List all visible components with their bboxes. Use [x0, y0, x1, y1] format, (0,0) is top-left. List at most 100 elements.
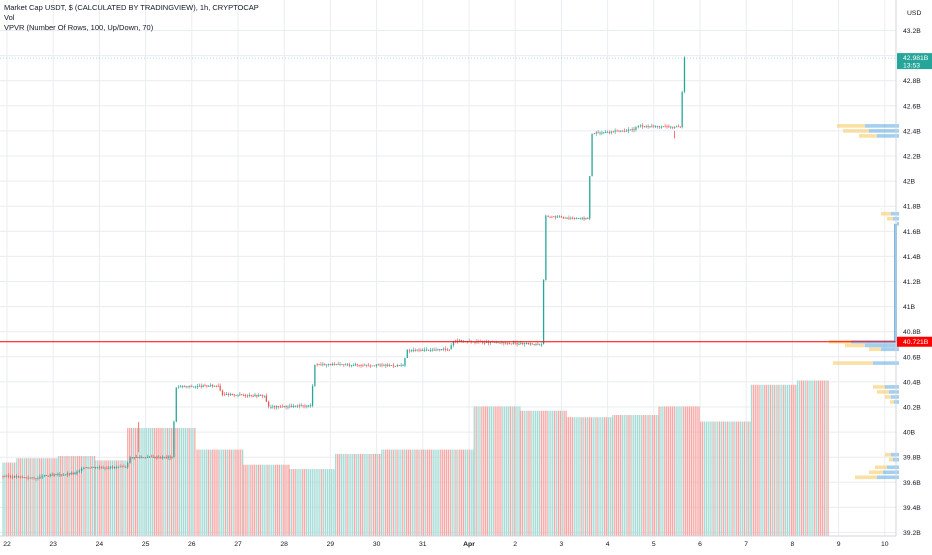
candle	[354, 364, 357, 366]
volume-bar	[825, 380, 827, 536]
candle	[416, 349, 418, 351]
volume-bar	[447, 449, 450, 536]
price-tick-label: 43.2B	[903, 28, 921, 35]
candle	[70, 473, 72, 475]
volume-bar	[288, 469, 291, 536]
volume-bar	[455, 449, 457, 536]
vpvr-row-down	[885, 452, 891, 457]
candle	[158, 457, 160, 459]
volume-bar	[265, 464, 267, 536]
vpvr-row-up	[891, 452, 899, 457]
volume-bar	[675, 406, 677, 536]
candle	[484, 342, 486, 344]
time-tick-label: Apr	[463, 541, 475, 548]
volume-bar	[440, 449, 442, 536]
candle	[76, 471, 78, 474]
volume-bar	[226, 449, 229, 536]
volume-bar	[673, 406, 675, 536]
volume-bar	[621, 415, 624, 536]
volume-bar	[741, 421, 744, 536]
volume-bar	[692, 406, 694, 536]
volume-bar	[767, 384, 770, 536]
candle	[61, 474, 63, 476]
vpvr-row-down	[881, 211, 891, 216]
volume-bar	[157, 428, 159, 536]
volume-bar	[165, 428, 167, 536]
price-tick-label: 41.2B	[903, 279, 921, 286]
candle	[68, 473, 70, 475]
candle	[368, 365, 370, 367]
volume-bar	[449, 449, 451, 536]
volume-bar	[633, 415, 635, 536]
currency-label: USD	[907, 10, 921, 17]
volume-bar	[690, 406, 693, 536]
candle	[425, 349, 428, 351]
volume-bar	[722, 421, 725, 536]
candle	[221, 390, 224, 396]
volume-bar	[261, 464, 263, 536]
candle	[549, 216, 551, 218]
volume-bar	[388, 449, 391, 536]
candle	[322, 364, 324, 365]
vpvr-row-down	[890, 400, 894, 404]
candle	[420, 350, 422, 351]
candle	[200, 385, 202, 387]
candle	[392, 365, 395, 367]
volume-bar	[404, 449, 406, 536]
candle	[217, 386, 219, 387]
marker-badge-value: 40.721B	[903, 339, 929, 346]
candle	[385, 364, 387, 366]
volume-bar	[11, 462, 14, 536]
volume-bar	[515, 406, 517, 536]
volume-bar	[56, 458, 58, 536]
candle	[156, 456, 158, 458]
candle	[599, 132, 601, 134]
volume-bar	[642, 415, 644, 536]
candle	[643, 126, 646, 128]
indicator-vpvr: VPVR (Number Of Rows, 100, Up/Down, 70)	[4, 23, 154, 32]
volume-bar	[330, 469, 332, 536]
candle	[537, 343, 539, 345]
volume-bar	[9, 462, 12, 536]
volume-bar	[263, 464, 265, 536]
volume-bar	[324, 469, 327, 536]
volume-bar	[711, 421, 713, 536]
volume-bar	[498, 406, 500, 536]
volume-bar	[557, 410, 560, 536]
candle	[119, 466, 121, 468]
candle	[148, 456, 151, 458]
volume-bar	[335, 453, 337, 536]
candle	[350, 365, 353, 367]
volume-bar	[236, 449, 238, 536]
candle	[196, 386, 199, 387]
candle	[125, 467, 127, 468]
volume-bar	[428, 449, 431, 536]
volume-bar	[184, 428, 187, 536]
candle	[210, 385, 212, 386]
candle	[241, 394, 243, 396]
volume-bar	[149, 428, 152, 536]
volume-bar	[125, 460, 127, 536]
volume-bar	[385, 449, 387, 536]
candle	[670, 126, 672, 128]
candle	[93, 467, 95, 468]
volume-bar	[525, 410, 527, 536]
volume-bar	[415, 449, 417, 536]
volume-bar	[470, 449, 472, 536]
candle	[287, 406, 289, 408]
volume-bar	[571, 417, 574, 536]
vpvr-row-down	[885, 395, 891, 399]
volume-bar	[561, 410, 563, 536]
volume-bar	[821, 380, 824, 536]
volume-bar	[612, 415, 614, 536]
vpvr-row-up	[887, 465, 899, 470]
vpvr-row-down	[869, 470, 883, 475]
candle	[520, 343, 522, 344]
time-tick-label: 29	[327, 541, 335, 548]
candle	[418, 349, 420, 351]
candle	[400, 365, 402, 367]
candle	[47, 475, 50, 477]
volume-bar	[170, 428, 173, 536]
